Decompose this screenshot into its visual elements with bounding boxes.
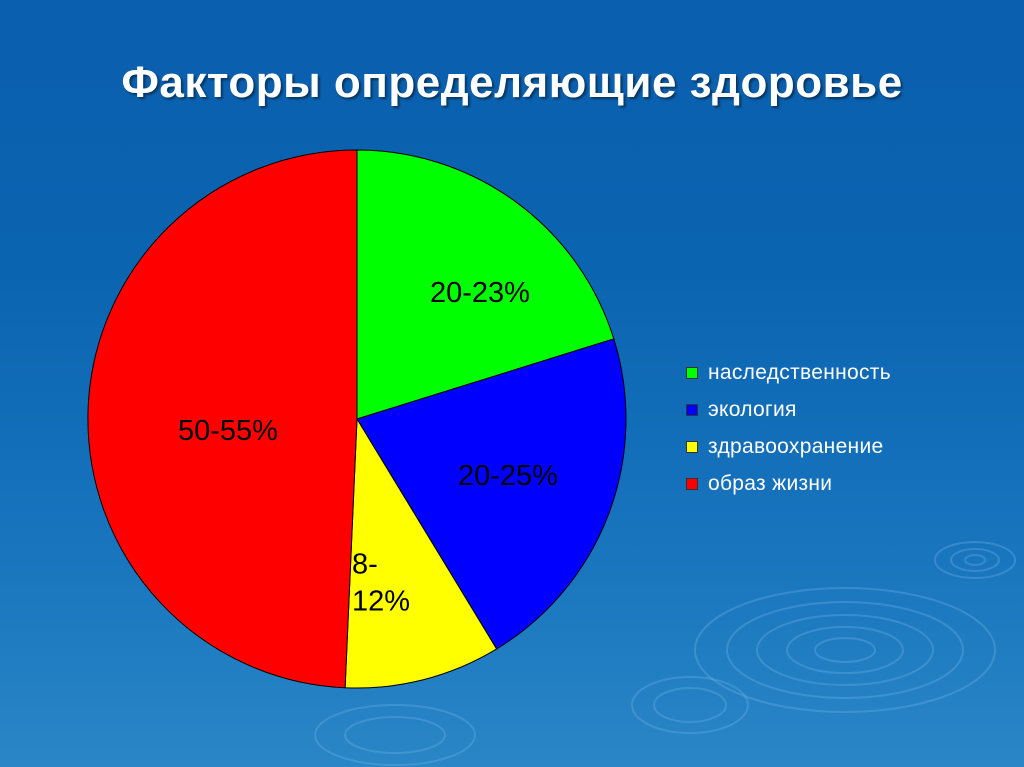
slice-data-label: 20-25%	[458, 460, 558, 492]
legend-item: экология	[686, 391, 891, 428]
legend-label: образ жизни	[708, 471, 833, 495]
legend-swatch	[686, 477, 698, 490]
legend-label: наследственность	[708, 360, 891, 384]
slice-data-label: 8-12%	[352, 549, 410, 618]
legend-item: образ жизни	[686, 465, 891, 502]
slice-data-label: 20-23%	[430, 277, 530, 309]
legend-swatch	[686, 366, 698, 379]
pie-slice-4	[87, 149, 358, 689]
legend-swatch	[686, 440, 698, 453]
legend-label: здравоохранение	[708, 434, 884, 458]
pie-slice-1	[356, 149, 615, 420]
chart-legend: наследственность экология здравоохранение о…	[686, 354, 891, 502]
slide-title: Факторы определяющие здоровье	[121, 58, 903, 107]
legend-item: здравоохранение	[686, 428, 891, 465]
legend-item: наследственность	[686, 354, 891, 391]
pie-slice-3	[344, 417, 498, 689]
legend-swatch	[686, 403, 698, 416]
slice-data-label: 50-55%	[178, 415, 278, 447]
pie-slice-2	[356, 338, 627, 650]
legend-label: экология	[708, 397, 797, 421]
